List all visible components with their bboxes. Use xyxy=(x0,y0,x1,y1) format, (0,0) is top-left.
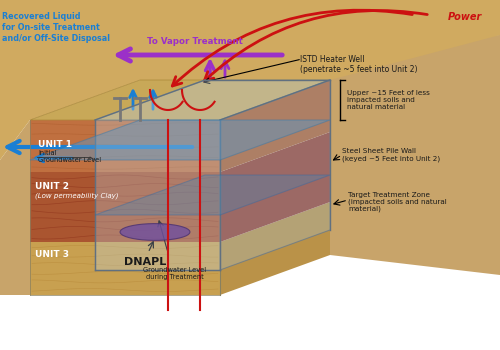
Polygon shape xyxy=(330,35,500,275)
Polygon shape xyxy=(30,120,330,160)
Polygon shape xyxy=(220,80,330,270)
Polygon shape xyxy=(0,0,500,160)
Text: Initial
Groundwater Level: Initial Groundwater Level xyxy=(38,150,101,163)
Text: Target Treatment Zone
(impacted soils and natural
material): Target Treatment Zone (impacted soils an… xyxy=(348,191,447,212)
Text: Steel Sheet Pile Wall
(keyed ~5 Feet into Unit 2): Steel Sheet Pile Wall (keyed ~5 Feet int… xyxy=(342,148,440,162)
Polygon shape xyxy=(0,120,30,295)
Polygon shape xyxy=(30,120,220,172)
Text: UNIT 2: UNIT 2 xyxy=(35,182,69,191)
Polygon shape xyxy=(30,80,330,120)
Text: Power: Power xyxy=(448,12,482,22)
Text: Groundwater Level
during Treatment: Groundwater Level during Treatment xyxy=(144,267,206,280)
Polygon shape xyxy=(95,80,330,120)
Text: Recovered Liquid
for On-site Treatment
and/or Off-Site Disposal: Recovered Liquid for On-site Treatment a… xyxy=(2,12,110,43)
Polygon shape xyxy=(120,224,190,240)
Text: UNIT 3: UNIT 3 xyxy=(35,250,69,259)
Text: ISTD Heater Well
(penetrate ~5 feet into Unit 2): ISTD Heater Well (penetrate ~5 feet into… xyxy=(300,55,418,75)
Text: To Vapor Treatment: To Vapor Treatment xyxy=(147,37,243,46)
Polygon shape xyxy=(95,175,330,215)
Polygon shape xyxy=(30,172,220,242)
Polygon shape xyxy=(220,132,330,242)
Text: UNIT 1: UNIT 1 xyxy=(38,140,72,149)
Text: (Low permeability Clay): (Low permeability Clay) xyxy=(35,192,118,198)
Text: Upper ~15 Feet of less
impacted soils and
natural material: Upper ~15 Feet of less impacted soils an… xyxy=(347,90,430,110)
Text: DNAPL: DNAPL xyxy=(124,257,166,267)
Polygon shape xyxy=(95,120,220,270)
Polygon shape xyxy=(220,202,330,295)
Polygon shape xyxy=(220,80,330,172)
Polygon shape xyxy=(30,242,220,295)
